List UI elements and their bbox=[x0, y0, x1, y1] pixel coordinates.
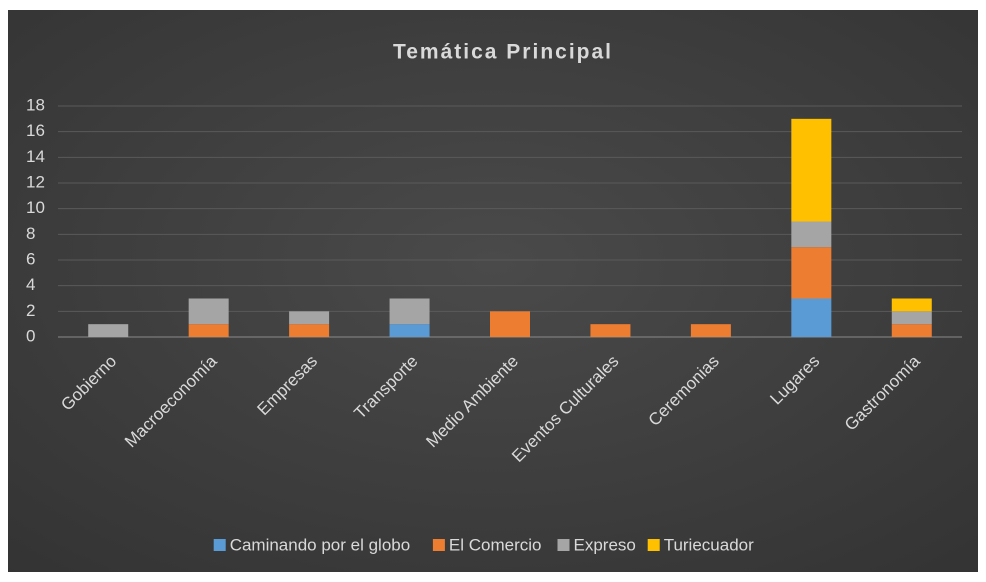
y-tick-label: 10 bbox=[26, 198, 45, 217]
bar-segment bbox=[490, 311, 530, 337]
bar-segment bbox=[389, 298, 430, 325]
bar-segment bbox=[289, 324, 330, 337]
bar-segment bbox=[791, 298, 832, 337]
legend-swatch bbox=[213, 539, 226, 551]
y-tick-label: 6 bbox=[26, 249, 35, 268]
bar-segment bbox=[88, 324, 129, 337]
bar-segment bbox=[389, 324, 430, 337]
bar-segment bbox=[188, 324, 229, 337]
bar-segment bbox=[791, 118, 832, 222]
bar-segment bbox=[891, 324, 932, 337]
y-tick-label: 4 bbox=[26, 275, 35, 294]
legend-swatch bbox=[557, 539, 570, 551]
bar-segment bbox=[690, 324, 731, 337]
y-tick-label: 0 bbox=[26, 326, 35, 345]
legend-swatch bbox=[647, 539, 660, 551]
chart-title: Temática Principal bbox=[393, 41, 613, 64]
bar-segment bbox=[891, 298, 932, 312]
y-tick-label: 12 bbox=[26, 172, 45, 191]
bar-segment bbox=[791, 221, 832, 248]
y-tick-label: 16 bbox=[26, 121, 45, 140]
legend-label: Caminando por el globo bbox=[230, 535, 411, 554]
y-tick-label: 18 bbox=[26, 95, 45, 114]
chart-background bbox=[8, 10, 978, 572]
bar-segment bbox=[590, 324, 631, 337]
bar-segment bbox=[188, 298, 229, 325]
legend-label: Turiecuador bbox=[664, 535, 754, 554]
y-tick-label: 8 bbox=[26, 224, 35, 243]
legend-swatch bbox=[432, 539, 445, 551]
bar-segment bbox=[891, 311, 932, 325]
bar-segment bbox=[289, 311, 330, 325]
y-tick-label: 2 bbox=[26, 301, 35, 320]
y-tick-label: 14 bbox=[26, 147, 45, 166]
legend-label: El Comercio bbox=[449, 535, 542, 554]
bar-segment bbox=[791, 247, 832, 299]
legend-label: Expreso bbox=[574, 535, 636, 554]
